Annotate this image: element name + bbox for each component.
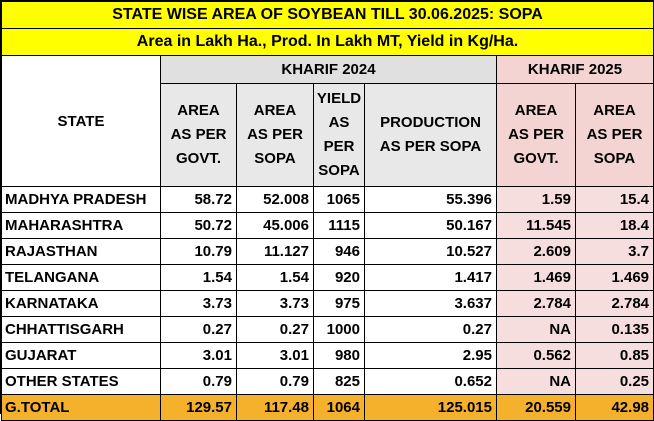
area-sopa-2024: 1.54	[236, 264, 314, 291]
state-name: RAJASTHAN	[1, 238, 161, 265]
area-sopa-2024: 45.006	[236, 212, 314, 239]
area-sopa-2025: 15.4	[574, 186, 654, 213]
table-row: MADHYA PRADESH 58.72 52.008 1065 55.396 …	[1, 186, 654, 213]
production-sopa: 2.95	[364, 342, 497, 369]
area-sopa-2024: 11.127	[236, 238, 314, 265]
total-label: G.TOTAL	[1, 394, 161, 421]
production-sopa: 10.527	[364, 238, 497, 265]
table-title: STATE WISE AREA OF SOYBEAN TILL 30.06.20…	[0, 1, 654, 29]
area-govt-2024: 0.27	[160, 316, 237, 343]
state-name: MAHARASHTRA	[1, 212, 161, 239]
yield-sopa-header: YIELD AS PER SOPA	[313, 83, 365, 187]
area-sopa-2024: 0.79	[236, 368, 314, 395]
area-govt-2024: 1.54	[160, 264, 237, 291]
production-sopa: 55.396	[364, 186, 497, 213]
production-sopa: 1.417	[364, 264, 497, 291]
area-sopa-2025: 0.25	[574, 368, 654, 395]
area-govt-2025: 2.784	[496, 290, 576, 317]
state-name: KARNATAKA	[1, 290, 161, 317]
table-row: TELANGANA 1.54 1.54 920 1.417 1.469 1.46…	[1, 264, 654, 291]
area-govt-2025: 11.545	[496, 212, 576, 239]
total-area-govt-2024: 129.57	[160, 394, 237, 421]
area-sopa-2024: 0.27	[236, 316, 314, 343]
total-area-sopa-2025: 42.98	[574, 394, 654, 421]
state-name: OTHER STATES	[1, 368, 161, 395]
area-govt-2024: 0.79	[160, 368, 237, 395]
area-govt-2024: 10.79	[160, 238, 237, 265]
table-row: MAHARASHTRA 50.72 45.006 1115 50.167 11.…	[1, 212, 654, 239]
area-govt-2025: NA	[496, 368, 576, 395]
area-sopa-2025: 3.7	[574, 238, 654, 265]
area-govt-2025-header: AREA AS PER GOVT.	[496, 83, 576, 187]
production-sopa: 0.652	[364, 368, 497, 395]
state-name: TELANGANA	[1, 264, 161, 291]
total-area-sopa-2024: 117.48	[236, 394, 314, 421]
area-sopa-2025: 18.4	[574, 212, 654, 239]
area-sopa-2025: 0.85	[574, 342, 654, 369]
table-row: OTHER STATES 0.79 0.79 825 0.652 NA 0.25	[1, 368, 654, 395]
table-row: KARNATAKA 3.73 3.73 975 3.637 2.784 2.78…	[1, 290, 654, 317]
production-sopa: 0.27	[364, 316, 497, 343]
area-govt-2024: 3.01	[160, 342, 237, 369]
area-sopa-2025: 1.469	[574, 264, 654, 291]
total-area-govt-2025: 20.559	[496, 394, 576, 421]
yield-sopa: 1065	[313, 186, 365, 213]
yield-sopa: 980	[313, 342, 365, 369]
state-name: CHHATTISGARH	[1, 316, 161, 343]
table-row: RAJASTHAN 10.79 11.127 946 10.527 2.609 …	[1, 238, 654, 265]
state-column-header: STATE	[1, 55, 161, 187]
area-govt-2025: 1.59	[496, 186, 576, 213]
total-yield-sopa: 1064	[313, 394, 365, 421]
area-sopa-2024-header: AREA AS PER SOPA	[236, 83, 314, 187]
grand-total-row: G.TOTAL 129.57 117.48 1064 125.015 20.55…	[1, 394, 654, 421]
kharif-2025-group-header: KHARIF 2025	[495, 55, 654, 84]
yield-sopa: 920	[313, 264, 365, 291]
area-sopa-2024: 3.01	[236, 342, 314, 369]
area-govt-2025: 0.562	[496, 342, 576, 369]
production-sopa: 50.167	[364, 212, 497, 239]
kharif-2024-group-header: KHARIF 2024	[160, 55, 497, 84]
area-sopa-2025: 2.784	[574, 290, 654, 317]
area-govt-2025: NA	[496, 316, 576, 343]
yield-sopa: 1000	[313, 316, 365, 343]
area-sopa-2025: 0.135	[574, 316, 654, 343]
area-sopa-2025-header: AREA AS PER SOPA	[574, 83, 654, 187]
production-sopa-header: PRODUCTION AS PER SOPA	[364, 83, 497, 187]
area-govt-2024: 58.72	[160, 186, 237, 213]
area-govt-2025: 1.469	[496, 264, 576, 291]
table-row: CHHATTISGARH 0.27 0.27 1000 0.27 NA 0.13…	[1, 316, 654, 343]
area-govt-2025: 2.609	[496, 238, 576, 265]
yield-sopa: 946	[313, 238, 365, 265]
area-govt-2024: 50.72	[160, 212, 237, 239]
table-subtitle: Area in Lakh Ha., Prod. In Lakh MT, Yiel…	[0, 28, 654, 56]
area-sopa-2024: 3.73	[236, 290, 314, 317]
state-name: MADHYA PRADESH	[1, 186, 161, 213]
area-govt-2024-header: AREA AS PER GOVT.	[160, 83, 237, 187]
area-sopa-2024: 52.008	[236, 186, 314, 213]
total-production-sopa: 125.015	[364, 394, 497, 421]
yield-sopa: 825	[313, 368, 365, 395]
state-name: GUJARAT	[1, 342, 161, 369]
table-row: GUJARAT 3.01 3.01 980 2.95 0.562 0.85	[1, 342, 654, 369]
yield-sopa: 975	[313, 290, 365, 317]
area-govt-2024: 3.73	[160, 290, 237, 317]
yield-sopa: 1115	[313, 212, 365, 239]
production-sopa: 3.637	[364, 290, 497, 317]
